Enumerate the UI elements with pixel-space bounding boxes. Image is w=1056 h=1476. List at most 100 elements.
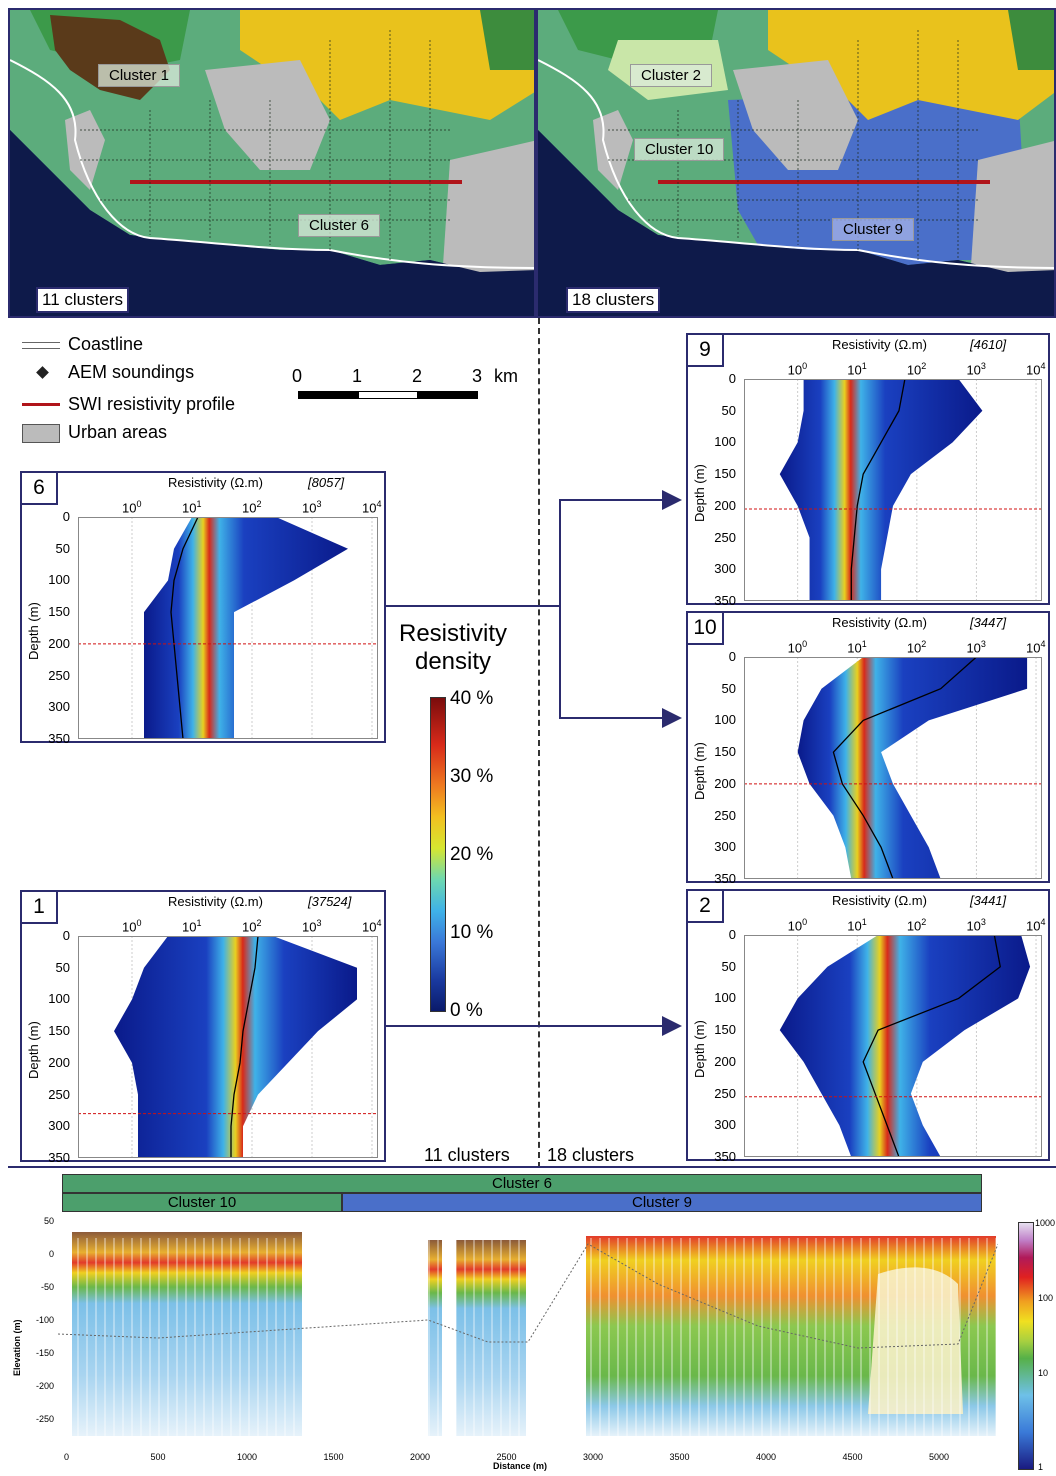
density-panel-6: 6 Resistivity (Ω.m) [8057] 100 101 102 103 104 0… (20, 471, 386, 746)
sounding-lines (77, 1238, 997, 1436)
map-11-clusters: Cluster 1 Cluster 6 11 clusters (8, 8, 536, 318)
panel-number: 9 (688, 335, 724, 367)
panel-x-tick: 104 (362, 918, 382, 935)
map-label-cluster-1: Cluster 1 (98, 64, 181, 87)
panel-number: 1 (22, 892, 58, 924)
panel-x-tick: 100 (787, 361, 808, 378)
panel-y-tick: 50 (721, 958, 736, 974)
panel-y-tick: 300 (714, 839, 736, 855)
panel-x-tick: 101 (847, 917, 867, 934)
map-count-label: 18 clusters (566, 287, 661, 313)
panel-number: 2 (688, 891, 724, 923)
panel-y-tick: 150 (48, 1023, 70, 1039)
profile-y-tick: -150 (35, 1348, 54, 1358)
diamond-icon (36, 366, 49, 379)
panel-x-tick: 102 (242, 499, 262, 516)
map-label-cluster-6: Cluster 6 (298, 214, 381, 237)
colorbar-title-line1: Resistivity (398, 620, 507, 647)
map-label-cluster-10: Cluster 10 (634, 138, 725, 161)
panel-x-tick: 104 (1026, 639, 1046, 656)
panel-y-tick: 0 (62, 509, 70, 524)
panel-y-tick: 200 (714, 497, 736, 513)
colorbar-title: Resistivity density (388, 620, 518, 676)
panel-y-label: Depth (m) (692, 742, 707, 800)
density-colorbar (430, 697, 446, 1012)
panel-x-tick: 101 (182, 499, 202, 516)
panel-y-tick: 300 (714, 561, 736, 577)
panel-x-tick: 100 (122, 918, 142, 935)
panel-x-tick: 102 (906, 917, 927, 934)
panel-y-tick: 200 (714, 1053, 736, 1069)
panel-y-tick: 100 (48, 991, 70, 1007)
profile-x-tick: 5000 (929, 1452, 950, 1462)
panel-x-tick: 100 (787, 639, 808, 656)
density-plot (744, 935, 1042, 1157)
profile-x-label: Distance (m) (493, 1461, 548, 1471)
profile-x-tick: 2000 (410, 1452, 431, 1462)
panel-x-tick: 104 (1026, 361, 1046, 378)
panel-title: Resistivity (Ω.m) (168, 475, 263, 490)
colorbar-tick-10: 10 % (450, 922, 494, 943)
profile-y-tick: -200 (35, 1381, 54, 1391)
panel-x-tick: 102 (906, 361, 927, 378)
legend-urban-areas: Urban areas (68, 422, 168, 442)
panel-y-tick: 100 (48, 572, 70, 588)
panel-y-tick: 50 (721, 402, 736, 418)
profile-y-tick: 50 (43, 1216, 54, 1226)
panel-y-tick: 200 (48, 635, 70, 651)
panel-x-tick: 103 (966, 917, 986, 934)
urban-area-icon (22, 424, 60, 443)
colorbar-tick-30: 30 % (450, 766, 494, 787)
colorbar-tick-0: 0 % (450, 1000, 483, 1021)
panel-y-tick: 250 (48, 667, 70, 683)
panel-count: [3441] (970, 893, 1007, 908)
profile-x-tick: 3500 (669, 1452, 690, 1462)
panel-count: [4610] (970, 337, 1007, 352)
profile-bar-cluster-10: Cluster 10 (62, 1193, 342, 1212)
scale-unit: km (494, 366, 518, 386)
panel-y-tick: 300 (714, 1117, 736, 1133)
colorbar-title-line2: density (414, 648, 492, 675)
panel-y-tick: 50 (721, 680, 736, 696)
panel-x-tick: 100 (787, 917, 808, 934)
panel-count: [37524] (308, 894, 352, 909)
panel-y-tick: 300 (48, 699, 70, 715)
panel-y-tick: 350 (714, 1149, 736, 1164)
profile-y-tick: 0 (48, 1249, 54, 1259)
panel-y-tick: 100 (714, 990, 736, 1006)
profile-section: Cluster 6 Cluster 10 Cluster 9 Elevation… (8, 1166, 1056, 1476)
map-count-label: 11 clusters (36, 287, 129, 313)
profile-y-tick: -100 (35, 1315, 54, 1325)
density-panel-9: 9 Resistivity (Ω.m) [4610] 100 101 102 103 104 0… (686, 333, 1050, 608)
profile-x-tick: 4500 (842, 1452, 863, 1462)
panel-title: Resistivity (Ω.m) (168, 894, 263, 909)
density-panel-1: 1 Resistivity (Ω.m) [37524] 100 101 102 103 104… (20, 890, 386, 1165)
panel-y-tick: 350 (714, 871, 736, 886)
profile-x-tick: 2500 (496, 1452, 517, 1462)
profile-bar-cluster-6: Cluster 6 (62, 1174, 982, 1193)
profile-x-tick: 3000 (583, 1452, 604, 1462)
divider-label-11: 11 clusters (424, 1145, 510, 1165)
panel-number: 6 (22, 473, 58, 505)
coastline-icon (22, 342, 60, 349)
profile-y-tick: -50 (40, 1282, 54, 1292)
panel-x-tick: 103 (302, 918, 322, 935)
legend-coastline: Coastline (68, 334, 144, 354)
density-plot (744, 657, 1042, 879)
connector-arrows (386, 490, 700, 1036)
panel-y-tick: 250 (714, 529, 736, 545)
panel-x-tick: 104 (1026, 917, 1046, 934)
scale-tick-0: 0 (292, 366, 303, 386)
panel-y-tick: 0 (62, 928, 70, 943)
profile-x-tick: 4000 (756, 1452, 777, 1462)
panel-x-tick: 103 (966, 639, 986, 656)
panel-title: Resistivity (Ω.m) (832, 615, 927, 630)
panel-y-tick: 150 (714, 466, 736, 482)
panel-y-tick: 350 (48, 1150, 70, 1165)
panel-x-tick: 103 (302, 499, 322, 516)
panel-title: Resistivity (Ω.m) (832, 337, 927, 352)
profile-x-tick: 1000 (237, 1452, 258, 1462)
panel-y-tick: 0 (728, 371, 736, 386)
panel-y-tick: 0 (728, 927, 736, 942)
panel-y-label: Depth (m) (26, 1021, 41, 1079)
